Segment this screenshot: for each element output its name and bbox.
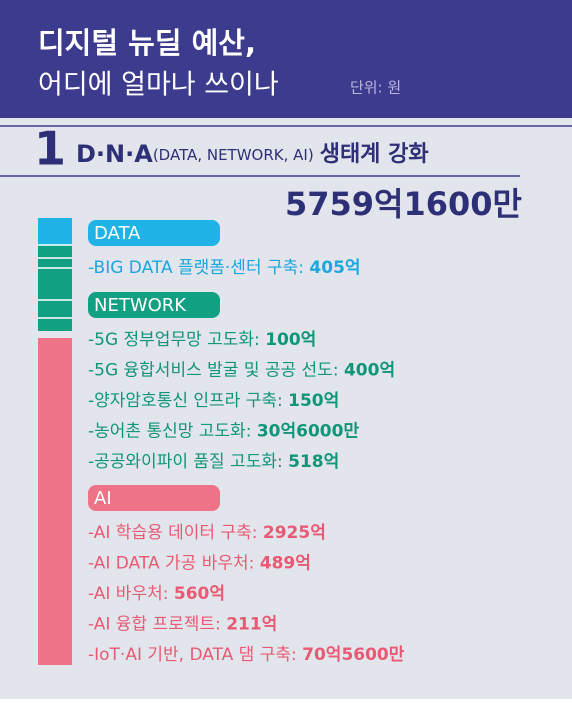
- item-amount: 211억: [226, 615, 277, 635]
- total: 5759억1600만: [285, 185, 522, 223]
- item-amount: 518억: [288, 452, 339, 472]
- group-name: NETWORK: [94, 295, 187, 316]
- item-amount: 560억: [174, 584, 225, 604]
- item-amount: 400억: [344, 361, 395, 381]
- group-pill: [88, 220, 220, 246]
- section-number: 1: [34, 122, 66, 176]
- group-name: DATA: [94, 223, 141, 244]
- group-pill: [88, 292, 220, 318]
- item: -AI 융합 프로젝트: 211억: [88, 615, 277, 635]
- item-label: -AI 바우처:: [88, 584, 174, 604]
- side-bar: [38, 218, 72, 665]
- item-label: -5G 융합서비스 발굴 및 공공 선도:: [88, 361, 344, 381]
- group-name: AI: [94, 488, 112, 509]
- item-label: -농어촌 통신망 고도화:: [88, 422, 257, 442]
- title: 디지털 뉴딜 예산,: [38, 26, 256, 60]
- item-label: -AI 융합 프로젝트:: [88, 615, 226, 635]
- item: -IoT·AI 기반, DATA 댐 구축: 70억5600만: [88, 645, 405, 665]
- item: -공공와이파이 품질 고도화: 518억: [88, 452, 339, 472]
- group-pill: [88, 485, 220, 511]
- bar-data: [38, 218, 72, 245]
- item: -BIG DATA 플랫폼·센터 구축: 405억: [88, 258, 361, 278]
- item: -5G 정부업무망 고도화: 100억: [88, 330, 316, 350]
- item-label: -5G 정부업무망 고도화:: [88, 330, 265, 350]
- item-label: -공공와이파이 품질 고도화:: [88, 452, 288, 472]
- bar-ai: [38, 338, 72, 665]
- item-amount: 489억: [260, 554, 311, 574]
- item: -양자암호통신 인프라 구축: 150억: [88, 391, 339, 411]
- title-main: D·N·A: [76, 140, 153, 168]
- bar-network: [38, 245, 72, 331]
- item: -AI 바우처: 560억: [88, 584, 225, 604]
- item: -5G 융합서비스 발굴 및 공공 선도: 400억: [88, 361, 395, 381]
- item-amount: 150억: [288, 391, 339, 411]
- title-paren: (DATA, NETWORK, AI): [153, 146, 314, 164]
- item-amount: 30억6000만: [257, 422, 360, 442]
- section-title: D·N·A(DATA, NETWORK, AI) 생태계 강화: [76, 140, 429, 168]
- item: -농어촌 통신망 고도화: 30억6000만: [88, 422, 359, 442]
- item-amount: 70억5600만: [302, 645, 405, 665]
- item-amount: 405억: [309, 258, 360, 278]
- item-label: -AI DATA 가공 바우처:: [88, 554, 260, 574]
- item-label: -IoT·AI 기반, DATA 댐 구축:: [88, 645, 302, 665]
- item-label: -양자암호통신 인프라 구축:: [88, 391, 288, 411]
- item-amount: 100억: [265, 330, 316, 350]
- item-amount: 2925억: [263, 523, 326, 543]
- title-tail: 생태계 강화: [320, 142, 429, 167]
- subtitle: 어디에 얼마나 쓰이나: [38, 70, 279, 101]
- item: -AI 학습용 데이터 구축: 2925억: [88, 523, 326, 543]
- item: -AI DATA 가공 바우처: 489억: [88, 554, 311, 574]
- header-band: [0, 0, 572, 118]
- item-label: -AI 학습용 데이터 구축:: [88, 523, 263, 543]
- item-label: -BIG DATA 플랫폼·센터 구축:: [88, 258, 309, 278]
- unit: 단위: 원: [350, 79, 401, 97]
